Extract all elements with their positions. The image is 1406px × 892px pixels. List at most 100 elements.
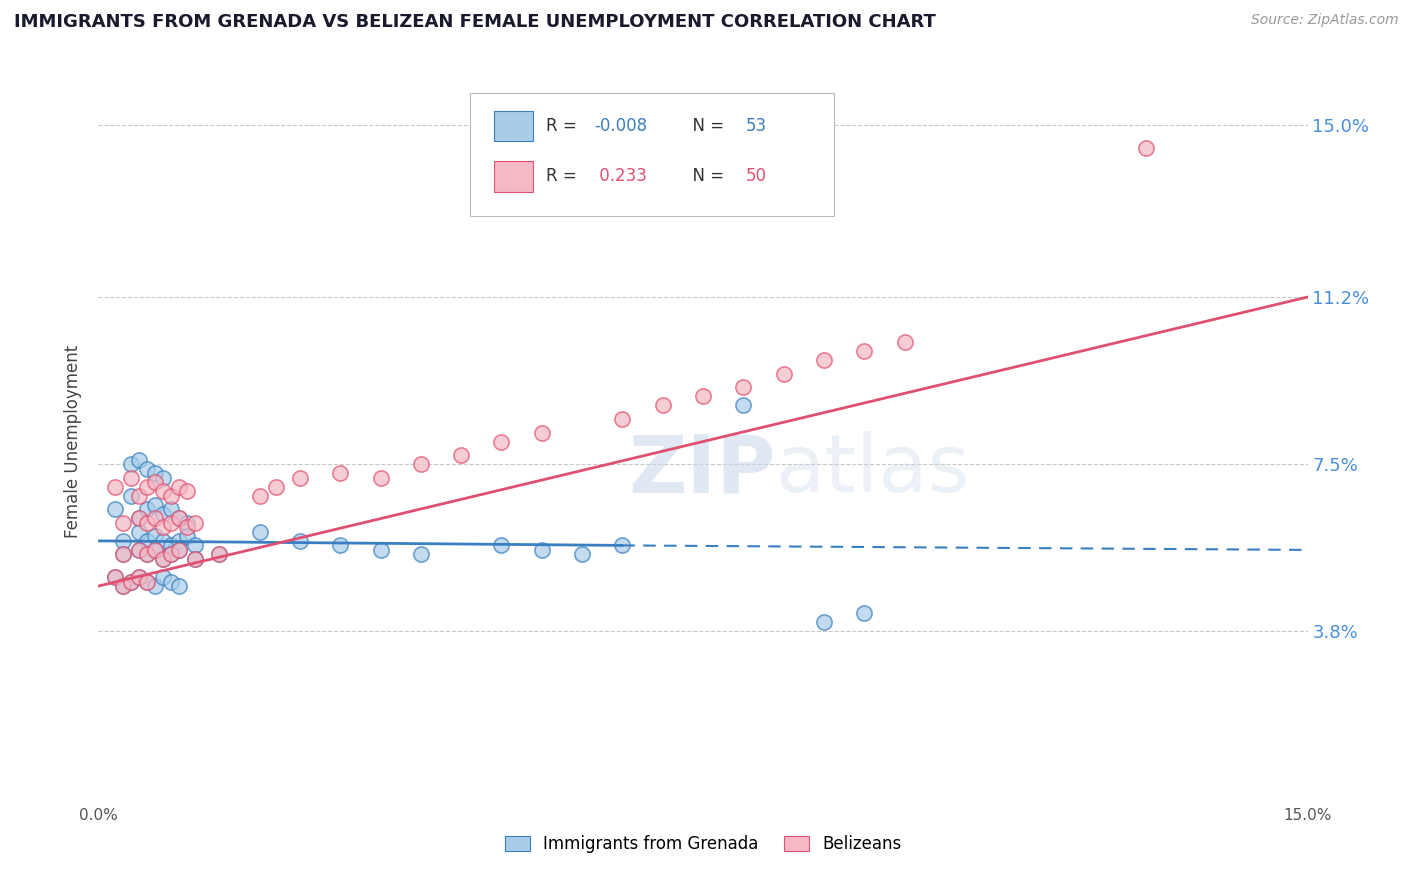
Point	[103, 502, 125, 516]
Point	[167, 511, 190, 525]
Point	[128, 542, 150, 557]
Text: 50: 50	[745, 168, 766, 186]
Point	[208, 548, 231, 562]
Point	[288, 471, 311, 485]
Point	[184, 552, 207, 566]
Legend: Immigrants from Grenada, Belizeans: Immigrants from Grenada, Belizeans	[498, 828, 908, 860]
Point	[143, 542, 166, 557]
Point	[853, 344, 876, 359]
Point	[329, 466, 352, 480]
Point	[184, 516, 207, 530]
Point	[135, 574, 157, 589]
Point	[103, 570, 125, 584]
Point	[176, 484, 198, 499]
Point	[692, 389, 714, 403]
Point	[530, 425, 553, 440]
Text: R =: R =	[546, 168, 582, 186]
Point	[152, 552, 174, 566]
FancyBboxPatch shape	[494, 111, 533, 141]
Point	[111, 548, 134, 562]
Point	[152, 533, 174, 548]
Point	[651, 398, 673, 412]
Point	[491, 538, 513, 552]
Point	[167, 542, 190, 557]
Point	[1135, 141, 1157, 155]
Point	[135, 548, 157, 562]
Point	[167, 542, 190, 557]
Point	[128, 489, 150, 503]
Point	[208, 548, 231, 562]
Point	[288, 533, 311, 548]
Point	[176, 520, 198, 534]
Text: 0.233: 0.233	[595, 168, 647, 186]
Point	[450, 448, 472, 462]
Point	[135, 480, 157, 494]
Point	[143, 475, 166, 490]
Point	[160, 516, 183, 530]
Point	[135, 516, 157, 530]
Point	[160, 548, 183, 562]
Text: N =: N =	[682, 168, 730, 186]
Point	[733, 398, 755, 412]
Point	[111, 579, 134, 593]
Point	[128, 511, 150, 525]
Point	[152, 484, 174, 499]
Point	[152, 570, 174, 584]
Point	[152, 471, 174, 485]
Point	[120, 574, 142, 589]
Point	[135, 502, 157, 516]
Point	[135, 533, 157, 548]
Point	[184, 538, 207, 552]
Point	[135, 461, 157, 475]
Point	[128, 570, 150, 584]
Point	[152, 520, 174, 534]
Point	[160, 574, 183, 589]
Point	[128, 452, 150, 467]
Text: Source: ZipAtlas.com: Source: ZipAtlas.com	[1251, 13, 1399, 28]
Point	[176, 516, 198, 530]
Point	[152, 552, 174, 566]
Point	[612, 412, 634, 426]
Text: R =: R =	[546, 117, 582, 135]
Point	[120, 471, 142, 485]
Point	[103, 570, 125, 584]
Point	[176, 529, 198, 543]
Point	[120, 574, 142, 589]
Point	[143, 579, 166, 593]
Point	[143, 498, 166, 512]
Point	[120, 457, 142, 471]
Point	[733, 380, 755, 394]
Point	[143, 511, 166, 525]
Point	[160, 548, 183, 562]
Point	[167, 533, 190, 548]
Point	[249, 489, 271, 503]
Point	[329, 538, 352, 552]
Point	[612, 538, 634, 552]
Point	[491, 434, 513, 449]
Point	[143, 466, 166, 480]
Point	[409, 457, 432, 471]
Point	[103, 480, 125, 494]
Point	[160, 538, 183, 552]
Point	[111, 579, 134, 593]
Point	[370, 542, 392, 557]
Point	[184, 552, 207, 566]
Point	[128, 542, 150, 557]
Point	[571, 548, 593, 562]
Point	[135, 574, 157, 589]
Point	[135, 548, 157, 562]
Point	[160, 489, 183, 503]
Point	[143, 542, 166, 557]
FancyBboxPatch shape	[470, 93, 834, 216]
Point	[813, 353, 835, 368]
Point	[152, 507, 174, 521]
Point	[143, 529, 166, 543]
Point	[530, 542, 553, 557]
Point	[772, 367, 794, 381]
Point	[264, 480, 287, 494]
FancyBboxPatch shape	[494, 161, 533, 192]
Point	[249, 524, 271, 539]
Y-axis label: Female Unemployment: Female Unemployment	[65, 345, 83, 538]
Point	[167, 511, 190, 525]
Point	[813, 615, 835, 630]
